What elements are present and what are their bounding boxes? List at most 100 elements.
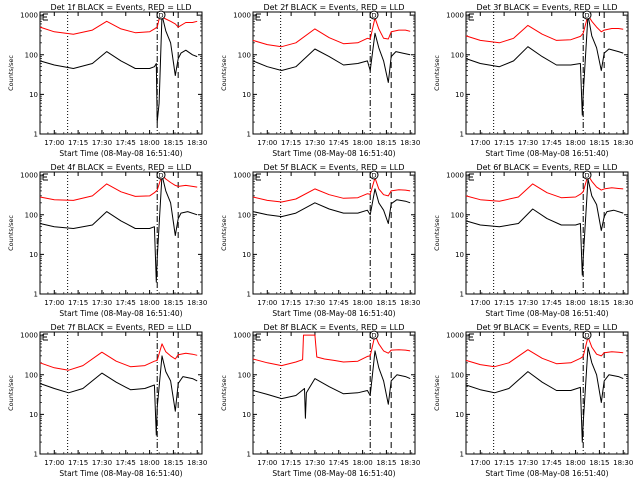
y-tick-label: 100 xyxy=(25,211,38,219)
x-tick-label: 17:00 xyxy=(470,459,490,467)
chart-title: Det 1f BLACK = Events, RED = LLD xyxy=(50,3,191,12)
x-tick-label: 18:00 xyxy=(352,139,372,147)
x-axis-label: Start Time (08-May-08 16:51:40) xyxy=(485,309,608,318)
y-tick-label: 10 xyxy=(455,251,464,259)
x-tick-label: 18:15 xyxy=(589,299,609,307)
y-tick-label: 100 xyxy=(238,51,251,59)
y-tick-label: 1000 xyxy=(20,172,38,180)
corner-mark-icon xyxy=(468,333,474,341)
series-events-line xyxy=(252,32,411,83)
plot-frame xyxy=(465,11,629,135)
plot-frame xyxy=(39,171,203,295)
x-tick-label: 17:00 xyxy=(44,139,64,147)
x-tick-label: 17:15 xyxy=(281,459,301,467)
x-tick-label: 18:15 xyxy=(589,139,609,147)
plot-frame xyxy=(465,171,629,295)
x-tick-label: 18:30 xyxy=(400,299,420,307)
x-tick-label: 17:15 xyxy=(68,299,88,307)
y-tick-label: 10 xyxy=(455,91,464,99)
series-events-line xyxy=(39,174,198,283)
series-events-line xyxy=(39,14,198,123)
corner-mark-icon xyxy=(42,173,48,181)
plot-frame xyxy=(252,331,416,455)
x-tick-label: 18:00 xyxy=(352,459,372,467)
chart-title: Det 8f BLACK = Events, RED = LLD xyxy=(263,323,404,332)
chart-panel-7: Det 7f BLACK = Events, RED = LLD Counts/s… xyxy=(7,323,207,478)
annotation-label: D xyxy=(585,172,590,180)
x-tick-label: 17:00 xyxy=(257,139,277,147)
y-tick-label: 1 xyxy=(247,451,251,459)
x-tick-label: 17:30 xyxy=(92,299,112,307)
annotation-circle xyxy=(582,330,592,340)
y-tick-label: 1 xyxy=(34,131,38,139)
y-axis-label: Counts/sec xyxy=(220,215,228,251)
series-lld-line xyxy=(252,17,411,48)
annotation-label: D xyxy=(372,332,377,340)
x-tick-label: 17:15 xyxy=(494,459,514,467)
x-tick-label: 17:15 xyxy=(281,299,301,307)
y-tick-label: 1000 xyxy=(20,12,38,20)
y-tick-label: 1000 xyxy=(446,332,464,340)
x-tick-label: 17:30 xyxy=(305,299,325,307)
series-lld-line xyxy=(39,16,198,35)
annotation-label: D xyxy=(585,332,590,340)
chart-panel-3: Det 3f BLACK = Events, RED = LLD Counts/s… xyxy=(433,3,633,158)
x-axis-label: Start Time (08-May-08 16:51:40) xyxy=(272,149,395,158)
x-tick-label: 17:45 xyxy=(329,299,349,307)
y-tick-label: 10 xyxy=(455,411,464,419)
plot-frame xyxy=(252,11,416,135)
series-lld-line xyxy=(252,177,411,203)
x-tick-label: 17:30 xyxy=(305,459,325,467)
y-tick-label: 1 xyxy=(460,451,464,459)
x-tick-label: 17:30 xyxy=(518,459,538,467)
x-axis-label: Start Time (08-May-08 16:51:40) xyxy=(485,469,608,478)
series-lld-line xyxy=(39,174,198,201)
annotation-label: D xyxy=(159,12,164,20)
chart-panel-5: Det 5f BLACK = Events, RED = LLD Counts/s… xyxy=(220,163,420,318)
x-axis-label: Start Time (08-May-08 16:51:40) xyxy=(59,149,182,158)
annotation-circle xyxy=(369,170,379,180)
series-events-line xyxy=(252,350,411,419)
chart-title: Det 4f BLACK = Events, RED = LLD xyxy=(50,163,191,172)
chart-title: Det 7f BLACK = Events, RED = LLD xyxy=(50,323,191,332)
y-tick-label: 10 xyxy=(242,411,251,419)
annotation-label: D xyxy=(372,172,377,180)
series-lld-line xyxy=(39,343,198,371)
x-tick-label: 17:45 xyxy=(116,139,136,147)
series-lld-line xyxy=(465,14,624,44)
x-axis-label: Start Time (08-May-08 16:51:40) xyxy=(272,469,395,478)
chart-panel-4: Det 4f BLACK = Events, RED = LLD Counts/s… xyxy=(7,163,207,318)
y-tick-label: 100 xyxy=(238,371,251,379)
chart-title: Det 2f BLACK = Events, RED = LLD xyxy=(263,3,404,12)
x-tick-label: 18:30 xyxy=(187,459,207,467)
x-axis-label: Start Time (08-May-08 16:51:40) xyxy=(59,469,182,478)
corner-mark-icon xyxy=(42,333,48,341)
x-tick-label: 18:30 xyxy=(400,459,420,467)
chart-panel-6: Det 6f BLACK = Events, RED = LLD Counts/s… xyxy=(433,163,633,318)
corner-mark-icon xyxy=(468,13,474,21)
series-events-line xyxy=(465,178,624,276)
annotation-circle xyxy=(582,10,592,20)
x-tick-label: 17:45 xyxy=(542,299,562,307)
x-tick-label: 17:15 xyxy=(68,139,88,147)
chart-panel-2: Det 2f BLACK = Events, RED = LLD Counts/s… xyxy=(220,3,420,158)
corner-mark-icon xyxy=(255,13,261,21)
corner-mark-icon xyxy=(42,13,48,21)
x-tick-label: 18:00 xyxy=(139,459,159,467)
x-tick-label: 17:00 xyxy=(470,139,490,147)
annotation-circle xyxy=(369,330,379,340)
y-tick-label: 1 xyxy=(247,291,251,299)
plot-frame xyxy=(39,331,203,455)
x-tick-label: 18:15 xyxy=(163,459,183,467)
x-tick-label: 17:45 xyxy=(329,139,349,147)
annotation-label: D xyxy=(159,172,164,180)
series-lld-line xyxy=(465,174,624,202)
plot-frame xyxy=(252,171,416,295)
x-tick-label: 17:00 xyxy=(257,299,277,307)
y-axis-label: Counts/sec xyxy=(433,375,441,411)
x-tick-label: 18:15 xyxy=(163,139,183,147)
x-tick-label: 18:30 xyxy=(613,299,633,307)
x-tick-label: 17:15 xyxy=(281,139,301,147)
x-tick-label: 17:45 xyxy=(542,139,562,147)
x-tick-label: 18:00 xyxy=(565,299,585,307)
